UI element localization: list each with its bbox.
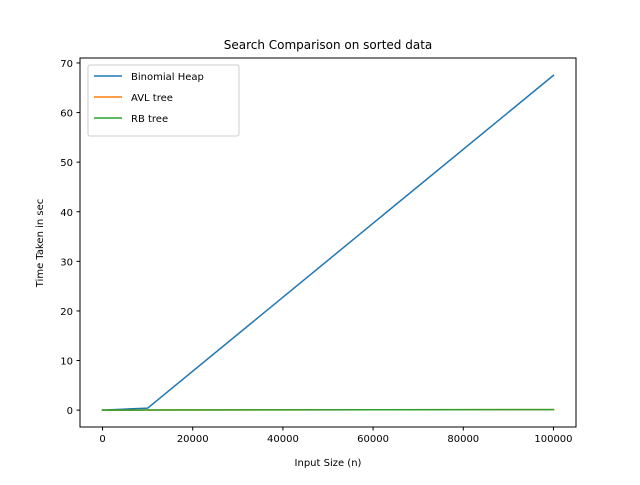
legend: Binomial Heap AVL tree RB tree (87, 64, 240, 137)
plot-area (79, 57, 577, 428)
y-tick-label-2: 20 (60, 307, 73, 318)
x-tick-label-0: 0 (99, 434, 105, 445)
y-tick-label-4: 40 (60, 208, 73, 219)
plot-frame (79, 57, 577, 428)
y-tick-label-3: 30 (60, 257, 73, 268)
x-tick-label-1: 20000 (177, 434, 209, 445)
y-axis: 0 10 20 30 40 50 60 70 (60, 59, 80, 417)
x-tick-label-4: 80000 (447, 434, 479, 445)
y-tick-label-0: 0 (67, 406, 73, 417)
legend-box (87, 64, 240, 137)
legend-label-2: RB tree (131, 114, 168, 125)
x-tick-label-2: 40000 (267, 434, 299, 445)
y-tick-label-1: 10 (60, 357, 73, 368)
y-tick-label-5: 50 (60, 158, 73, 169)
x-axis: 0 20000 40000 60000 80000 100000 (99, 427, 573, 445)
x-tick-label-3: 60000 (357, 434, 389, 445)
x-axis-label: Input Size (n) (295, 458, 362, 469)
chart-title: Search Comparison on sorted data (224, 38, 433, 52)
y-tick-label-6: 60 (60, 109, 73, 120)
legend-label-0: Binomial Heap (131, 72, 204, 83)
y-tick-label-7: 70 (60, 59, 73, 70)
series-line-2 (101, 408, 555, 411)
x-tick-label-5: 100000 (534, 434, 572, 445)
y-axis-label: Time Taken in sec (35, 199, 46, 289)
legend-label-1: AVL tree (131, 93, 173, 104)
series-layer (101, 74, 555, 411)
